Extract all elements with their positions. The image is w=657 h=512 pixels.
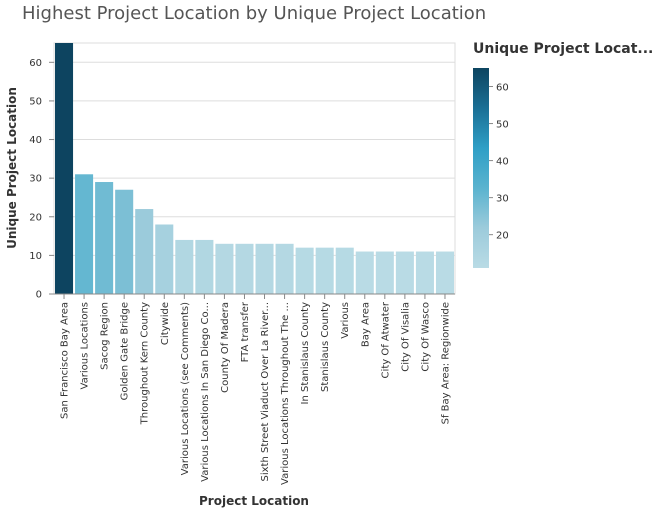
bar[interactable] xyxy=(355,251,374,294)
y-tick-label: 50 xyxy=(29,96,42,107)
bar[interactable] xyxy=(255,243,274,294)
plot-area xyxy=(53,42,456,295)
x-tick-label: County Of Madera xyxy=(220,302,231,393)
x-tick-label: Various Locations xyxy=(80,302,91,389)
bar[interactable] xyxy=(235,243,254,294)
y-tick-label: 20 xyxy=(29,212,42,223)
y-tick-label: 40 xyxy=(29,135,42,146)
bar[interactable] xyxy=(275,243,294,294)
x-tick-label: City Of Atwater xyxy=(380,301,391,378)
y-tick-label: 30 xyxy=(29,174,42,185)
x-tick-label: City Of Wasco xyxy=(420,302,431,372)
x-tick-label: Various xyxy=(340,302,351,339)
x-tick-label: Citywide xyxy=(160,302,171,345)
x-tick-label: San Francisco Bay Area xyxy=(60,302,71,419)
bar[interactable] xyxy=(415,251,434,294)
bar[interactable] xyxy=(295,247,314,294)
legend-tick-label: 30 xyxy=(496,194,509,205)
bar[interactable] xyxy=(115,189,134,294)
legend-color-bar xyxy=(473,68,489,268)
x-tick-label: In Stanislaus County xyxy=(300,302,311,405)
x-tick-label: Various Locations (see Comments) xyxy=(180,302,191,475)
legend-tick-label: 50 xyxy=(496,120,509,131)
color-legend: 20 30 40 50 60 xyxy=(473,68,509,268)
x-tick-label: Stanislaus County xyxy=(320,302,331,392)
legend-tick-label: 20 xyxy=(496,231,509,242)
y-axis-title: Unique Project Location xyxy=(5,87,19,249)
y-tick-label: 10 xyxy=(29,251,42,262)
bar[interactable] xyxy=(215,243,234,294)
bar[interactable] xyxy=(155,224,174,294)
bar[interactable] xyxy=(55,43,74,294)
x-axis: San Francisco Bay Area Various Locations S… xyxy=(54,293,455,485)
bar[interactable] xyxy=(175,239,194,294)
x-tick-label: Golden Gate Bridge xyxy=(120,302,131,400)
bar[interactable] xyxy=(435,251,454,294)
x-tick-label: Various Locations In San Diego Co... xyxy=(200,302,211,482)
bar[interactable] xyxy=(335,247,354,294)
x-tick-label: Bay Area xyxy=(360,302,371,347)
bar[interactable] xyxy=(375,251,394,294)
legend-tick-label: 40 xyxy=(496,157,509,168)
bar[interactable] xyxy=(135,209,154,294)
x-tick-label: Throughout Kern County xyxy=(140,302,151,425)
x-tick-label: Sacog Region xyxy=(100,302,111,370)
bar[interactable] xyxy=(395,251,414,294)
legend-tick-label: 60 xyxy=(496,83,509,94)
x-tick-label: City Of Visalia xyxy=(400,302,411,372)
y-tick-label: 0 xyxy=(36,290,42,301)
legend-title: Unique Project Locat... xyxy=(473,41,654,57)
x-tick-label: Sixth Street Viaduct Over La River... xyxy=(260,302,271,482)
bar[interactable] xyxy=(75,174,94,294)
x-tick-label: Various Locations Throughout The ... xyxy=(280,302,291,485)
bar[interactable] xyxy=(95,182,114,294)
y-tick-label: 60 xyxy=(29,58,42,69)
x-tick-label: Sf Bay Area: Regionwide xyxy=(440,302,451,424)
y-axis: 0 10 20 30 40 50 60 xyxy=(29,58,54,301)
bar[interactable] xyxy=(315,247,334,294)
bars xyxy=(55,43,454,294)
x-tick-label: FTA transfer xyxy=(240,301,251,362)
chart-title: Highest Project Location by Unique Proje… xyxy=(22,3,487,24)
x-axis-title: Project Location xyxy=(199,494,309,508)
bar[interactable] xyxy=(195,239,214,294)
